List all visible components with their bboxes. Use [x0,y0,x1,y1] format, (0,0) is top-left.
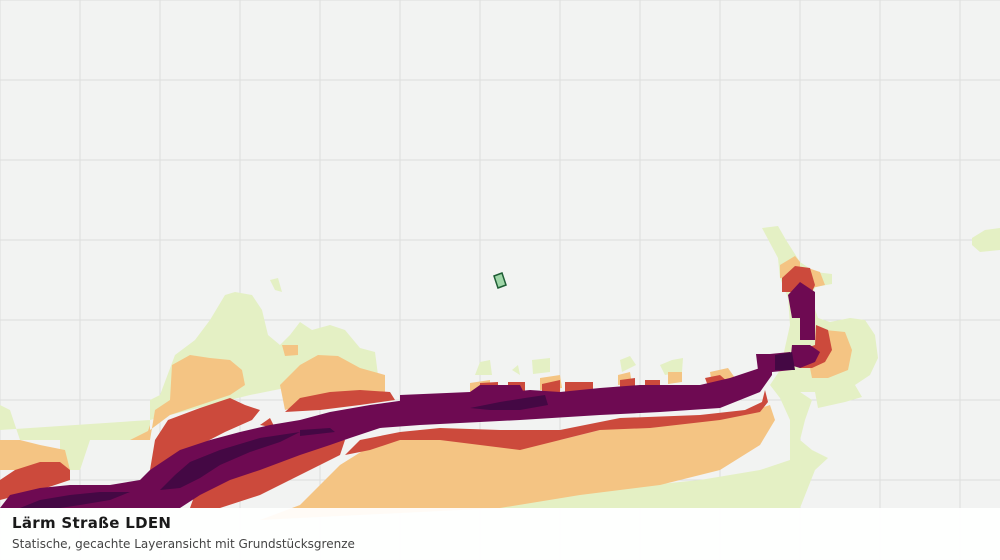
parcel-outline[interactable] [493,272,507,289]
layer-info-panel: Lärm Straße LDEN Statische, gecachte Lay… [0,508,1000,560]
layer-title: Lärm Straße LDEN [12,514,172,532]
noise-band-low [0,256,852,520]
parcel-boundary-marker[interactable] [493,272,507,289]
layer-subtitle: Statische, gecachte Layeransicht mit Gru… [12,537,355,551]
noise-band-highest [20,352,795,508]
